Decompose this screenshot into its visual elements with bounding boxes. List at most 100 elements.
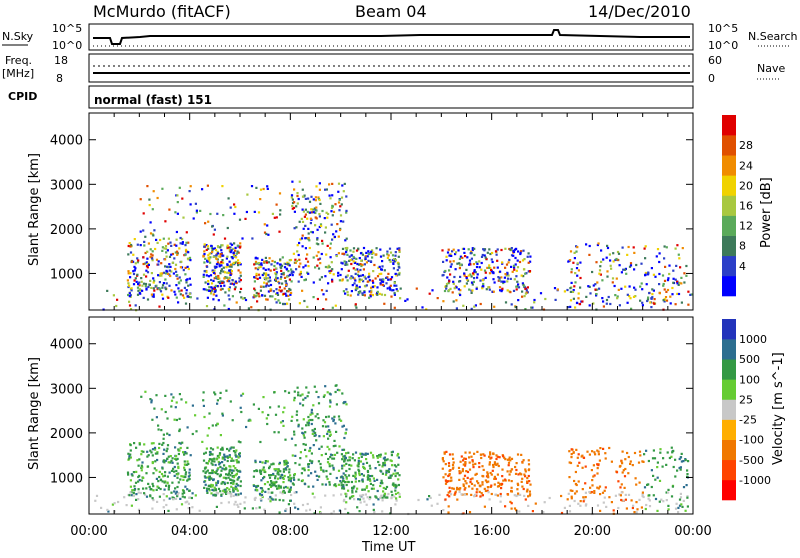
- colorbar-segment: [722, 255, 736, 277]
- echo-cell: [682, 486, 686, 489]
- echo-cell: [676, 244, 679, 247]
- echo-cell: [671, 293, 674, 296]
- echo-cell: [302, 398, 305, 401]
- echo-cell: [686, 496, 689, 499]
- echo-cell: [442, 460, 445, 463]
- echo-cell: [629, 460, 632, 463]
- y-tick-label: 1000: [50, 471, 83, 486]
- echo-cell: [146, 266, 149, 269]
- echo-cell: [294, 444, 297, 447]
- echo-cell: [279, 277, 282, 280]
- echo-cell: [276, 487, 279, 490]
- echo-cell: [447, 511, 450, 514]
- echo-cell: [146, 271, 150, 274]
- echo-cell: [295, 268, 298, 271]
- echo-cell: [406, 298, 409, 301]
- echo-cell: [528, 494, 531, 497]
- echo-cell: [229, 246, 232, 249]
- echo-cell: [352, 260, 355, 263]
- echo-cell: [354, 268, 357, 271]
- echo-cell: [226, 263, 229, 266]
- echo-cell: [235, 449, 238, 452]
- echo-cell: [463, 493, 466, 496]
- echo-cell: [132, 253, 135, 256]
- echo-cell: [339, 205, 342, 208]
- echo-cell: [216, 399, 219, 402]
- echo-cell: [373, 263, 376, 267]
- echo-cell: [286, 302, 289, 305]
- echo-cell: [306, 395, 309, 398]
- echo-cell: [686, 475, 689, 478]
- echo-cell: [580, 455, 583, 458]
- echo-cell: [307, 272, 310, 275]
- echo-cell: [239, 287, 243, 290]
- echo-cell: [278, 498, 281, 502]
- colorbar-tick-label: -25: [739, 414, 757, 427]
- echo-cell: [665, 299, 669, 302]
- echo-cell: [186, 278, 189, 281]
- echo-cell: [191, 506, 194, 509]
- echo-cell: [234, 467, 237, 470]
- echo-cell: [302, 434, 305, 437]
- echo-cell: [616, 250, 620, 254]
- echo-cell: [490, 258, 493, 261]
- echo-cell: [235, 301, 238, 304]
- echo-cell: [342, 455, 345, 458]
- echo-cell: [176, 212, 179, 215]
- echo-cell: [568, 450, 571, 453]
- echo-cell: [466, 470, 470, 474]
- echo-cell: [515, 269, 518, 272]
- echo-cell: [284, 509, 287, 512]
- echo-cell: [318, 188, 321, 191]
- echo-cell: [327, 437, 330, 440]
- echo-cell: [344, 263, 347, 266]
- echo-cell: [448, 280, 451, 283]
- echo-cell: [377, 460, 380, 464]
- echo-cell: [368, 279, 371, 282]
- echo-cell: [226, 487, 229, 490]
- echo-cell: [367, 490, 370, 493]
- echo-cell: [310, 195, 313, 198]
- echo-cell: [205, 470, 208, 473]
- echo-cell: [289, 293, 292, 296]
- echo-cell: [185, 401, 188, 404]
- echo-cell: [577, 292, 580, 295]
- echo-cell: [187, 478, 190, 481]
- echo-cell: [224, 276, 227, 279]
- echo-cell: [291, 180, 294, 183]
- echo-cell: [127, 272, 130, 275]
- echo-cell: [128, 284, 131, 287]
- echo-cell: [304, 247, 307, 250]
- echo-cell: [498, 286, 502, 289]
- echo-cell: [146, 298, 150, 301]
- echo-cell: [326, 244, 329, 247]
- echo-cell: [526, 255, 529, 258]
- echo-cell: [177, 452, 180, 456]
- echo-cell: [237, 264, 240, 267]
- echo-cell: [274, 469, 277, 472]
- echo-cell: [494, 477, 497, 480]
- echo-cell: [327, 415, 330, 418]
- echo-cell: [228, 286, 231, 289]
- echo-cell: [263, 277, 266, 280]
- echo-cell: [233, 263, 236, 266]
- echo-cell: [161, 297, 165, 300]
- echo-cell: [598, 459, 601, 462]
- echo-cell: [182, 451, 185, 454]
- time-tick-label: 16:00: [473, 524, 510, 539]
- echo-cell: [147, 263, 150, 266]
- echo-cell: [466, 256, 469, 259]
- echo-cell: [473, 484, 476, 487]
- echo-cell: [680, 282, 683, 285]
- echo-cell: [127, 270, 130, 273]
- echo-cell: [176, 495, 179, 498]
- echo-cell: [452, 282, 455, 285]
- echo-cell: [205, 489, 209, 492]
- echo-cell: [364, 493, 367, 496]
- echo-cell: [473, 495, 476, 498]
- echo-cell: [381, 482, 384, 485]
- echo-cell: [201, 440, 204, 443]
- echo-cell: [527, 495, 530, 498]
- echo-cell: [331, 214, 334, 217]
- echo-cell: [221, 461, 224, 464]
